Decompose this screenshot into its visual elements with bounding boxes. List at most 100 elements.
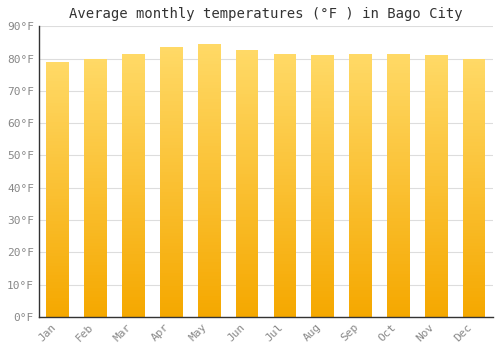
Bar [274,228,296,231]
Bar [198,78,220,82]
Bar [46,202,69,205]
Bar [312,167,334,170]
Bar [387,139,410,142]
Bar [312,209,334,212]
Bar [463,133,485,136]
Bar [274,126,296,130]
Bar [463,78,485,81]
Bar [274,74,296,77]
Bar [84,281,107,285]
Bar [46,100,69,103]
Bar [425,274,448,278]
Bar [349,64,372,67]
Bar [349,218,372,222]
Bar [463,165,485,168]
Bar [425,65,448,68]
Bar [387,67,410,70]
Bar [198,307,220,310]
Bar [122,222,145,225]
Bar [84,159,107,162]
Bar [349,198,372,202]
Bar [312,127,334,131]
Bar [160,263,182,266]
Bar [463,149,485,152]
Bar [274,290,296,294]
Bar [274,123,296,126]
Bar [349,314,372,317]
Bar [84,249,107,252]
Bar [463,172,485,175]
Bar [122,54,145,57]
Bar [387,208,410,211]
Bar [46,314,69,317]
Bar [312,202,334,206]
Bar [425,176,448,180]
Bar [236,184,258,187]
Bar [463,226,485,230]
Bar [349,70,372,74]
Bar [312,265,334,268]
Bar [349,130,372,133]
Bar [198,140,220,143]
Bar [425,300,448,304]
Bar [198,269,220,273]
Bar [160,142,182,145]
Bar [84,223,107,226]
Bar [387,149,410,152]
Bar [463,162,485,165]
Bar [349,74,372,77]
Bar [312,62,334,65]
Bar [122,218,145,222]
Bar [198,112,220,116]
Bar [463,256,485,259]
Bar [312,271,334,274]
Bar [236,270,258,274]
Bar [425,255,448,258]
Bar [122,83,145,86]
Bar [349,136,372,139]
Title: Average monthly temperatures (°F ) in Bago City: Average monthly temperatures (°F ) in Ba… [69,7,462,21]
Bar [312,216,334,219]
Bar [160,205,182,209]
Bar [46,282,69,285]
Bar [84,139,107,142]
Bar [425,153,448,157]
Bar [425,98,448,101]
Bar [236,200,258,204]
Bar [122,185,145,189]
Bar [84,294,107,297]
Bar [387,80,410,83]
Bar [349,54,372,57]
Bar [46,68,69,71]
Bar [122,248,145,251]
Bar [463,168,485,172]
Bar [425,180,448,183]
Bar [349,297,372,300]
Bar [46,141,69,145]
Bar [198,215,220,218]
Bar [425,290,448,294]
Bar [160,135,182,138]
Bar [84,291,107,294]
Bar [122,274,145,277]
Bar [84,259,107,262]
Bar [312,91,334,95]
Bar [122,284,145,287]
Bar [274,307,296,310]
Bar [425,124,448,127]
Bar [387,238,410,241]
Bar [122,254,145,258]
Bar [387,57,410,60]
Bar [198,64,220,68]
Bar [198,58,220,61]
Bar [387,254,410,258]
Bar [84,75,107,78]
Bar [236,50,258,54]
Bar [274,86,296,90]
Bar [46,256,69,259]
Bar [274,133,296,136]
Bar [122,126,145,130]
Bar [387,310,410,314]
Bar [122,159,145,162]
Bar [463,252,485,256]
